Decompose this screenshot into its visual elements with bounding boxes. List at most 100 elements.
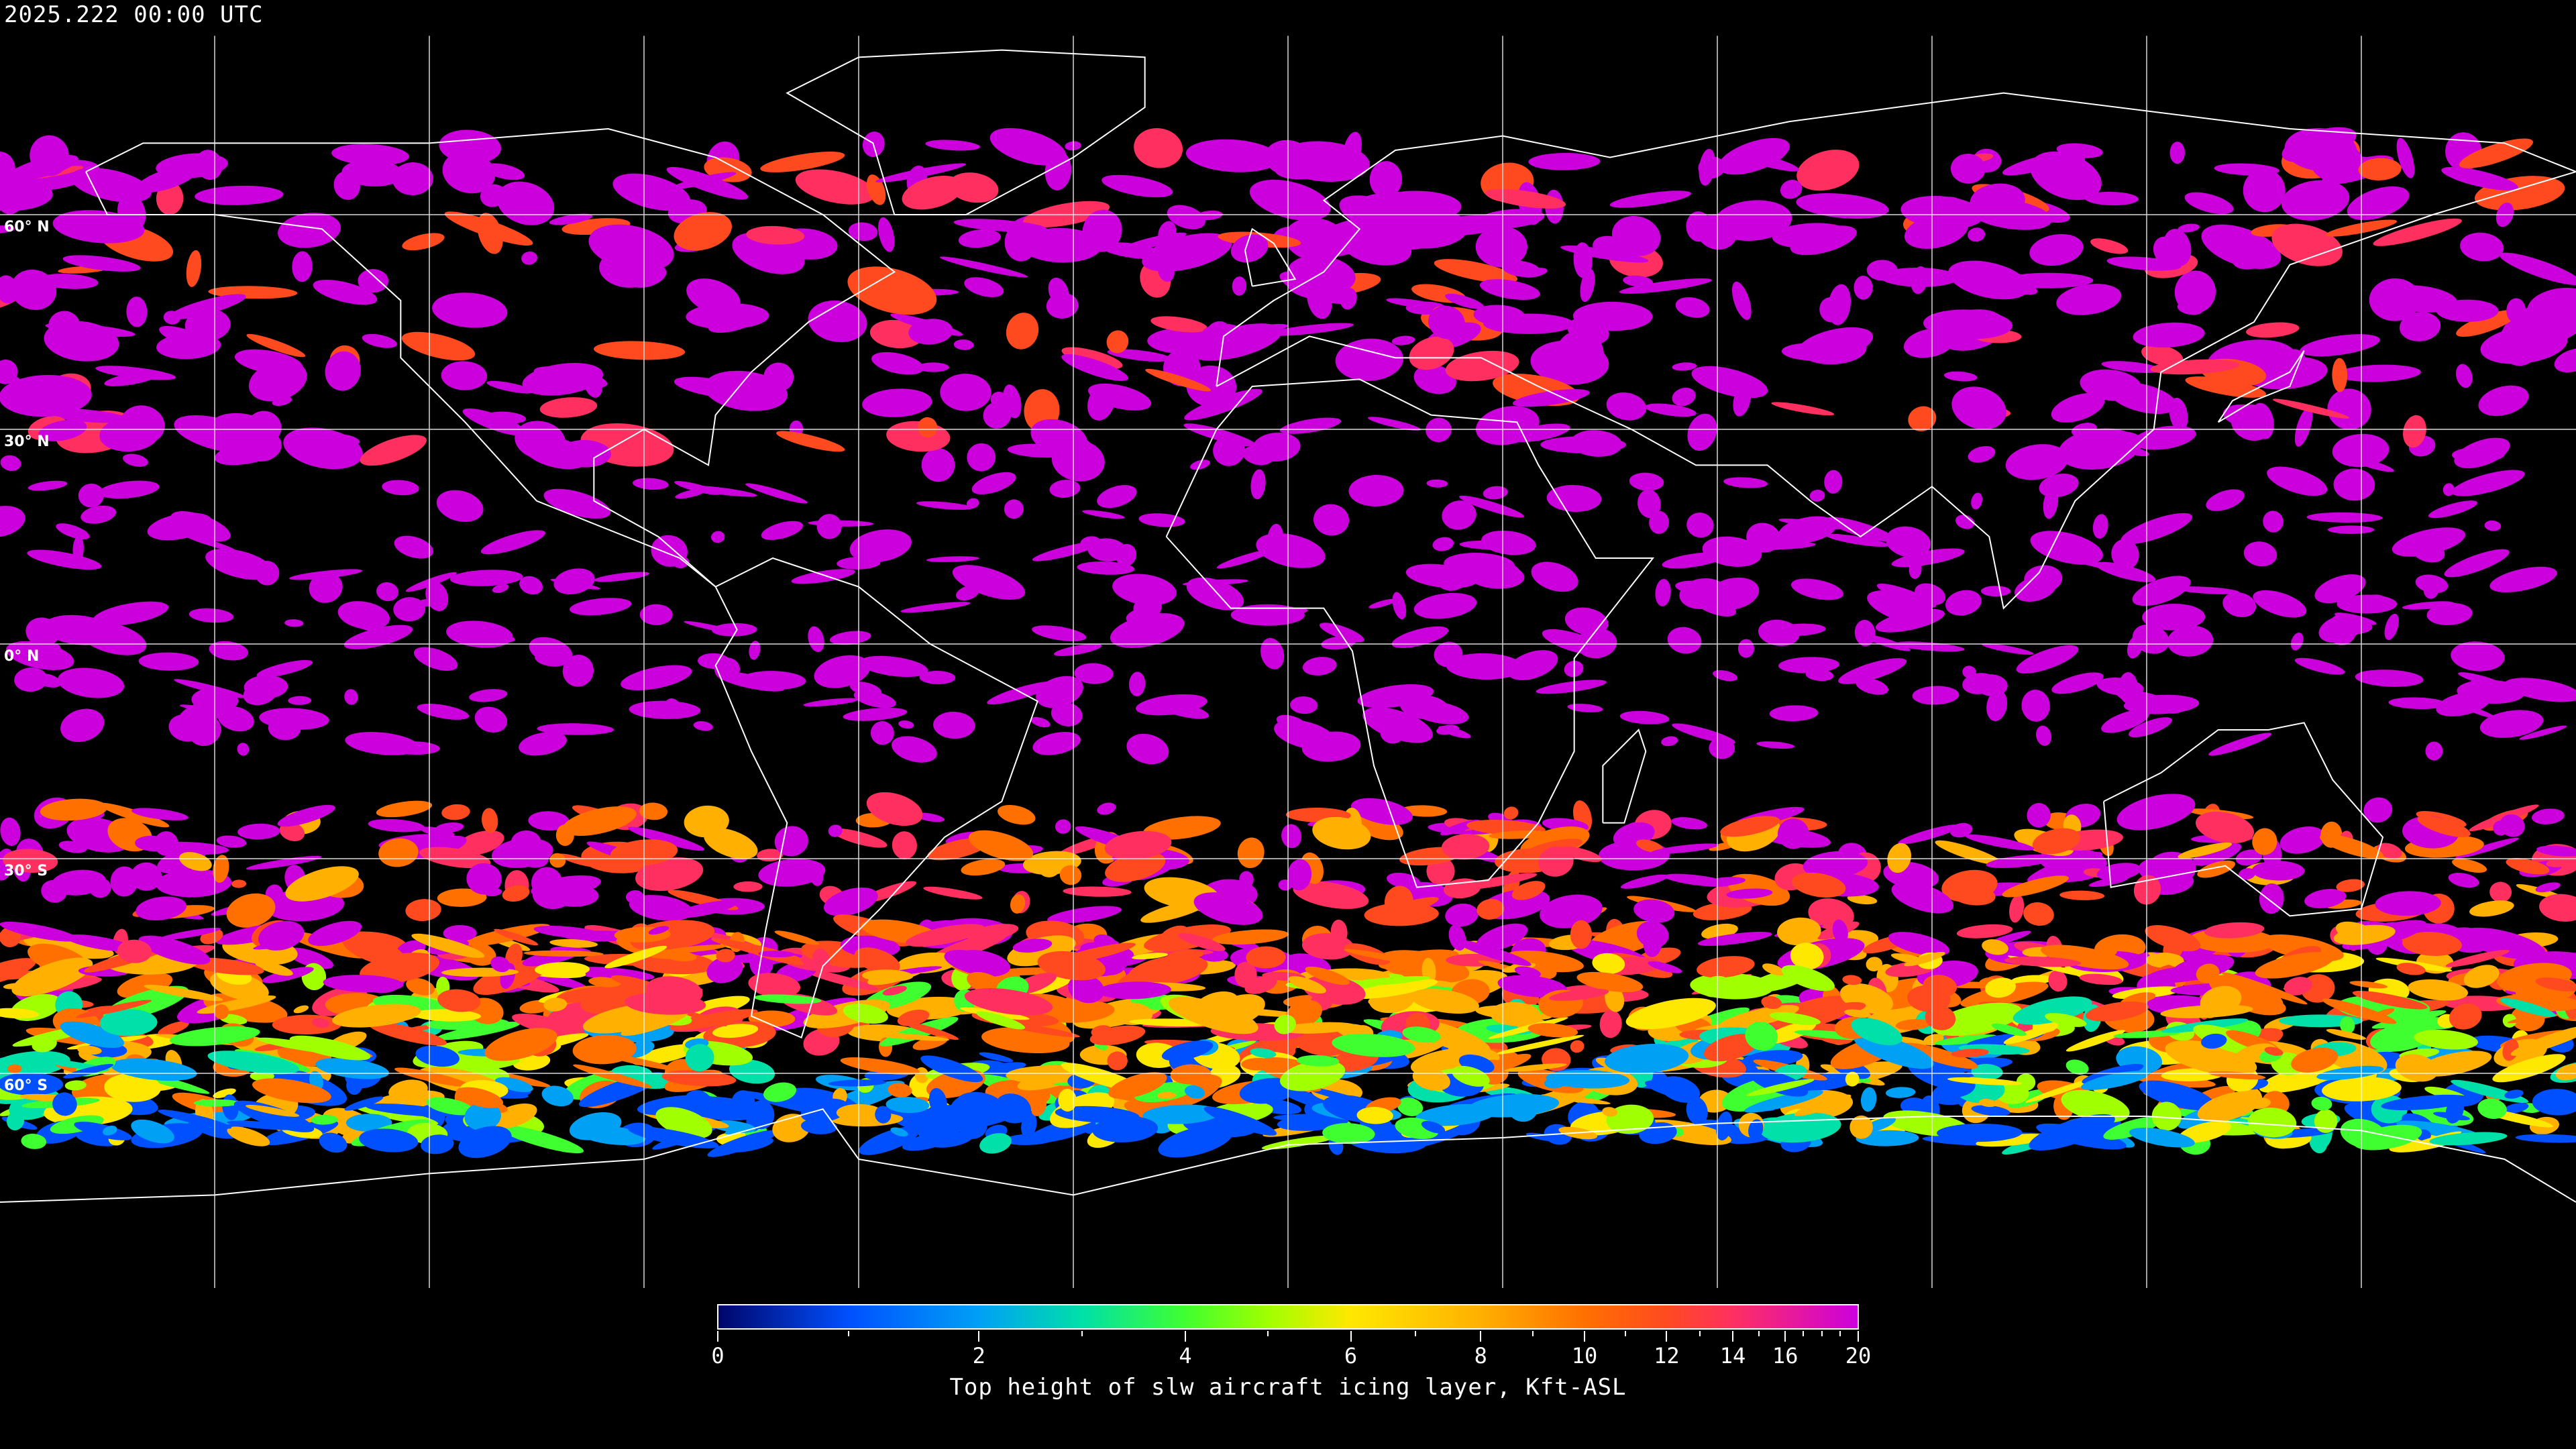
icing-patch [958, 229, 1001, 248]
icing-patch [971, 472, 1016, 494]
icing-patch [949, 172, 999, 203]
icing-patch [2373, 218, 2462, 246]
icing-patch [843, 708, 908, 721]
tick-label: 16 [1772, 1343, 1799, 1368]
icing-patch [1908, 406, 1937, 431]
icing-patch [77, 1045, 102, 1055]
icing-patch [63, 1063, 114, 1079]
icing-patch [110, 1058, 197, 1081]
icing-patch [2129, 717, 2173, 738]
icing-patch [99, 417, 159, 452]
icing-patch [535, 962, 590, 977]
icing-patch [559, 439, 611, 468]
icing-patch [2169, 397, 2188, 431]
icing-patch [358, 269, 389, 293]
icing-patch [791, 569, 855, 584]
icing-patch [1004, 1133, 1056, 1145]
icing-patch [645, 976, 703, 1006]
icing-patch [234, 349, 303, 375]
icing-patch [2532, 808, 2565, 824]
icing-patch [1410, 988, 1479, 1014]
icing-patch [1599, 1010, 1622, 1038]
icing-patch [2129, 1128, 2195, 1148]
icing-patch [278, 213, 341, 248]
icing-patch [753, 994, 822, 1004]
icing-patch [1435, 563, 1468, 591]
icing-patch [2403, 415, 2426, 448]
icing-patch [1894, 641, 1965, 652]
icing-patch [2396, 963, 2426, 975]
icing-patch [2484, 520, 2502, 531]
icing-patch [2370, 1022, 2435, 1052]
icing-patch [2306, 512, 2383, 523]
icing-patch [193, 1099, 240, 1107]
icing-patch [562, 655, 594, 687]
icing-patch [1054, 643, 1102, 656]
icing-patch [983, 401, 1012, 429]
icing-patch [1322, 1123, 1375, 1144]
icing-patch [2088, 877, 2129, 888]
icing-patch [1097, 485, 1137, 508]
icing-patch [716, 949, 735, 963]
icing-patch [1675, 297, 1710, 318]
icing-patch [1112, 574, 1177, 606]
icing-patch [828, 1079, 887, 1087]
icing-patch [967, 443, 996, 472]
icing-patch [1903, 328, 1955, 358]
icing-patch [359, 1128, 419, 1152]
icing-patch [1769, 705, 1819, 722]
minor-tick [1081, 1331, 1083, 1336]
icing-patch [2251, 861, 2305, 881]
icing-patch [1880, 267, 1959, 287]
icing-patch [1629, 472, 1664, 491]
icing-patch [1446, 1029, 1463, 1055]
icing-patch [2458, 704, 2496, 718]
icing-patch [344, 689, 358, 705]
icing-patch [816, 514, 842, 539]
icing-patch [2456, 364, 2473, 388]
icing-patch [1625, 998, 1716, 1030]
icing-patch [1932, 197, 1964, 214]
icing-patch [1847, 894, 1878, 905]
icing-patch [1891, 881, 1954, 914]
icing-patch [945, 831, 977, 845]
icing-patch [748, 1100, 775, 1130]
icing-patch [2428, 500, 2477, 519]
icing-patch [1409, 336, 1454, 370]
icing-patch [1426, 479, 1448, 488]
icing-patch [979, 1133, 1012, 1154]
icing-patch [1982, 939, 2008, 955]
icing-patch [1796, 193, 1889, 219]
icing-patch [2358, 158, 2402, 180]
major-tick [1666, 1331, 1668, 1342]
icing-patch [2116, 794, 2196, 830]
icing-patch [686, 278, 741, 315]
icing-patch [2023, 902, 2054, 926]
icing-patch [1713, 669, 1738, 682]
icing-patch [1212, 929, 1289, 945]
icing-patch [2150, 359, 2240, 375]
icing-patch [1567, 704, 1603, 712]
icing-patch [209, 641, 248, 661]
icing-patch [480, 530, 545, 555]
icing-patch [1777, 917, 1821, 946]
icing-patch [1421, 1121, 1446, 1134]
icing-patch [1432, 537, 1454, 551]
icing-patch [2222, 404, 2270, 427]
icing-patch [1301, 933, 1354, 960]
icing-patch [2030, 531, 2103, 565]
icing-patch [875, 163, 966, 182]
icing-patch [1216, 549, 1273, 569]
icing-patch [1780, 179, 1803, 199]
icing-patch [0, 817, 21, 846]
icing-patch [1246, 946, 1286, 969]
icing-patch [1105, 851, 1166, 882]
icing-patch [875, 1106, 892, 1124]
icing-patch [1761, 996, 1782, 1010]
icing-patch [1279, 1060, 1346, 1091]
major-tick [1732, 1331, 1733, 1342]
icing-patch [2414, 1030, 2478, 1050]
icing-patch [76, 1000, 152, 1018]
icing-patch [231, 879, 247, 888]
icing-patch [345, 732, 419, 755]
